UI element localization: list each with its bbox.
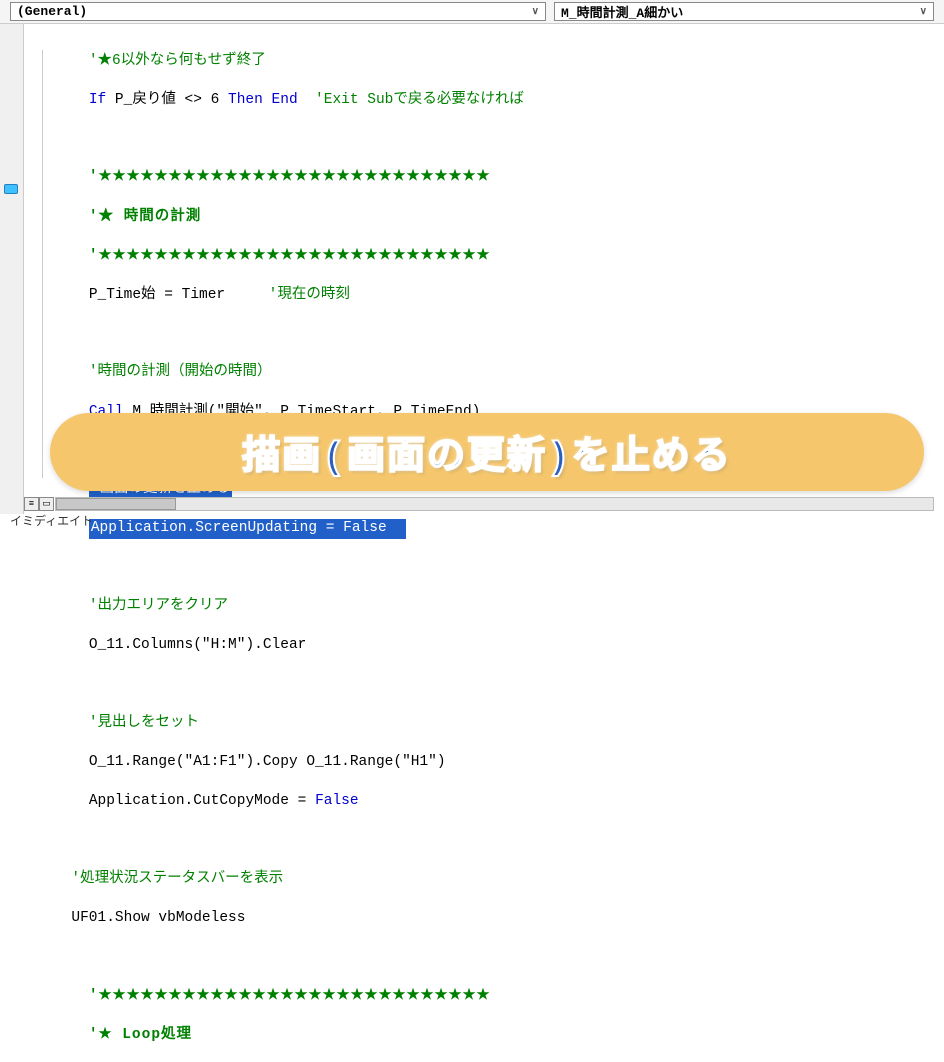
chevron-down-icon: ∨ — [532, 6, 539, 18]
procedure-view-button[interactable]: ▭ — [39, 497, 54, 511]
code-text: P_戻り値 <> 6 — [106, 92, 228, 108]
code-comment: '出力エリアをクリア — [89, 598, 228, 614]
immediate-window-label: イミディエイト — [10, 512, 93, 529]
code-comment: 'Exit Subで戻る必要なければ — [298, 92, 524, 108]
bookmark-icon[interactable] — [4, 184, 18, 194]
object-dropdown-label: (General) — [17, 4, 87, 19]
selected-line: Application.ScreenUpdating = False — [89, 519, 406, 539]
procedure-dropdown[interactable]: M_時間計測_A細かい ∨ — [554, 2, 934, 21]
caption-text: 描画(画面の更新)を止める — [242, 424, 732, 480]
code-text: UF01.Show vbModeless — [71, 910, 245, 926]
code-comment: '★6以外なら何もせず終了 — [89, 53, 266, 69]
code-keyword: If — [89, 92, 106, 108]
code-comment: '★ 時間の計測 — [89, 209, 201, 225]
scrollbar-thumb[interactable] — [56, 498, 176, 510]
code-comment: '処理状況ステータスバーを表示 — [71, 871, 283, 887]
code-comment: '見出しをセット — [89, 715, 199, 731]
code-comment: '時間の計測（開始の時間） — [89, 364, 272, 380]
code-comment: '★★★★★★★★★★★★★★★★★★★★★★★★★★★★ — [89, 169, 491, 185]
code-keyword: False — [315, 793, 359, 809]
code-comment: '★★★★★★★★★★★★★★★★★★★★★★★★★★★★ — [89, 988, 491, 1004]
gutter — [0, 24, 24, 514]
procedure-dropdown-label: M_時間計測_A細かい — [561, 2, 683, 21]
code-comment: '★★★★★★★★★★★★★★★★★★★★★★★★★★★★ — [89, 248, 491, 264]
code-keyword: Then End — [228, 92, 298, 108]
code-text: O_11.Columns("H:M").Clear — [89, 637, 307, 653]
horizontal-scrollbar[interactable] — [55, 497, 934, 511]
code-comment: '現在の時刻 — [269, 287, 350, 303]
caption-banner: 描画(画面の更新)を止める — [50, 413, 924, 491]
object-dropdown[interactable]: (General) ∨ — [10, 2, 546, 21]
dropdown-bar: (General) ∨ M_時間計測_A細かい ∨ — [0, 0, 944, 24]
code-text: O_11.Range("A1:F1").Copy O_11.Range("H1"… — [89, 754, 446, 770]
code-comment: '★ Loop処理 — [89, 1027, 192, 1043]
code-text: Application.CutCopyMode = — [89, 793, 315, 809]
view-split-buttons: ≡ ▭ — [24, 497, 54, 511]
code-text: P_Time始 = Timer — [89, 287, 269, 303]
full-module-view-button[interactable]: ≡ — [24, 497, 39, 511]
chevron-down-icon: ∨ — [920, 6, 927, 18]
